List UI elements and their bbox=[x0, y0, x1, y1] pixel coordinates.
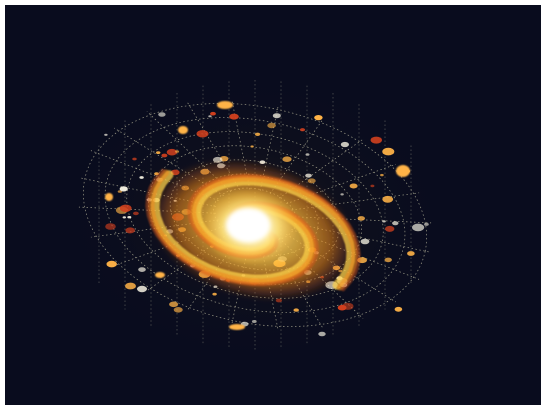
grid-spoke bbox=[259, 240, 279, 331]
satellite-galaxy bbox=[407, 251, 415, 256]
satellite-galaxy bbox=[370, 184, 375, 188]
satellite-galaxy bbox=[173, 307, 183, 313]
grid-spoke bbox=[286, 163, 397, 205]
satellite-galaxy bbox=[340, 141, 349, 148]
satellite-galaxy bbox=[212, 292, 217, 296]
grid-spoke bbox=[186, 236, 241, 311]
grid-spoke bbox=[78, 177, 216, 208]
grid-spoke bbox=[146, 111, 232, 193]
satellite-galaxy bbox=[125, 227, 135, 234]
grid-ring bbox=[104, 117, 406, 313]
satellite-galaxy bbox=[133, 211, 139, 216]
satellite-galaxy bbox=[132, 157, 137, 161]
satellite-galaxy bbox=[293, 308, 299, 312]
satellite-galaxy bbox=[178, 126, 188, 134]
satellite-galaxy bbox=[127, 216, 132, 219]
satellite-galaxy bbox=[340, 193, 344, 196]
satellite-galaxy bbox=[394, 306, 403, 312]
satellite-galaxy bbox=[158, 112, 166, 117]
satellite-galaxy bbox=[349, 183, 358, 189]
satellite-galaxy bbox=[119, 204, 132, 212]
satellite-galaxy bbox=[396, 165, 410, 177]
satellite-galaxy bbox=[104, 133, 108, 136]
satellite-galaxy bbox=[229, 113, 239, 120]
satellite-galaxy bbox=[392, 221, 399, 226]
satellite-galaxy bbox=[210, 111, 216, 116]
grid-spoke bbox=[259, 105, 279, 191]
galaxy-core-bright bbox=[226, 208, 270, 242]
satellite-galaxy bbox=[119, 186, 128, 192]
grid-spoke bbox=[113, 225, 224, 267]
satellite-galaxy bbox=[139, 176, 144, 179]
satellite-galaxy bbox=[196, 130, 209, 138]
satellite-galaxy bbox=[385, 225, 395, 232]
satellite-galaxy bbox=[382, 220, 386, 223]
satellite-galaxy bbox=[360, 238, 370, 245]
satellite-galaxy bbox=[105, 223, 116, 230]
satellite-galaxy bbox=[272, 113, 281, 119]
grid-ring bbox=[126, 131, 384, 299]
satellite-galaxy bbox=[175, 150, 180, 153]
satellite-galaxy bbox=[318, 331, 326, 337]
satellite-galaxy bbox=[106, 260, 117, 268]
satellite-galaxy bbox=[229, 324, 245, 330]
satellite-galaxy bbox=[370, 136, 382, 144]
grid-spoke bbox=[294, 222, 432, 253]
satellite-galaxy bbox=[250, 145, 254, 148]
satellite-galaxy bbox=[138, 267, 146, 272]
satellite-galaxy bbox=[282, 156, 292, 162]
satellite-galaxy bbox=[122, 216, 127, 219]
satellite-galaxy bbox=[155, 272, 165, 278]
satellite-galaxy bbox=[357, 216, 365, 221]
galaxy-illustration bbox=[5, 5, 541, 405]
satellite-galaxy bbox=[380, 173, 384, 177]
satellite-galaxy bbox=[125, 282, 136, 290]
satellite-galaxy bbox=[217, 101, 233, 109]
satellite-galaxy bbox=[382, 195, 394, 203]
grid-ring bbox=[82, 103, 428, 327]
grid-spoke bbox=[269, 119, 324, 194]
satellite-galaxy bbox=[208, 115, 212, 118]
satellite-galaxy bbox=[305, 153, 310, 156]
satellite-galaxy bbox=[251, 320, 257, 323]
satellite-galaxy bbox=[382, 147, 395, 156]
satellite-galaxy bbox=[299, 128, 306, 132]
satellite-galaxy bbox=[305, 173, 312, 178]
satellite-galaxy bbox=[254, 132, 261, 136]
satellite-galaxy bbox=[166, 148, 178, 156]
satellite-galaxy bbox=[314, 115, 323, 121]
satellite-galaxy bbox=[161, 153, 168, 158]
grid-spoke bbox=[231, 239, 251, 325]
satellite-galaxy bbox=[337, 304, 347, 311]
satellite-galaxy bbox=[105, 193, 113, 201]
satellite-galaxy bbox=[137, 285, 147, 293]
satellite-galaxy bbox=[267, 122, 276, 129]
satellite-galaxy bbox=[424, 222, 429, 226]
satellite-galaxy bbox=[156, 151, 161, 155]
satellite-galaxy bbox=[169, 301, 179, 308]
satellite-galaxy bbox=[412, 223, 425, 232]
satellite-galaxy bbox=[384, 257, 392, 263]
grid-spoke bbox=[90, 150, 219, 202]
